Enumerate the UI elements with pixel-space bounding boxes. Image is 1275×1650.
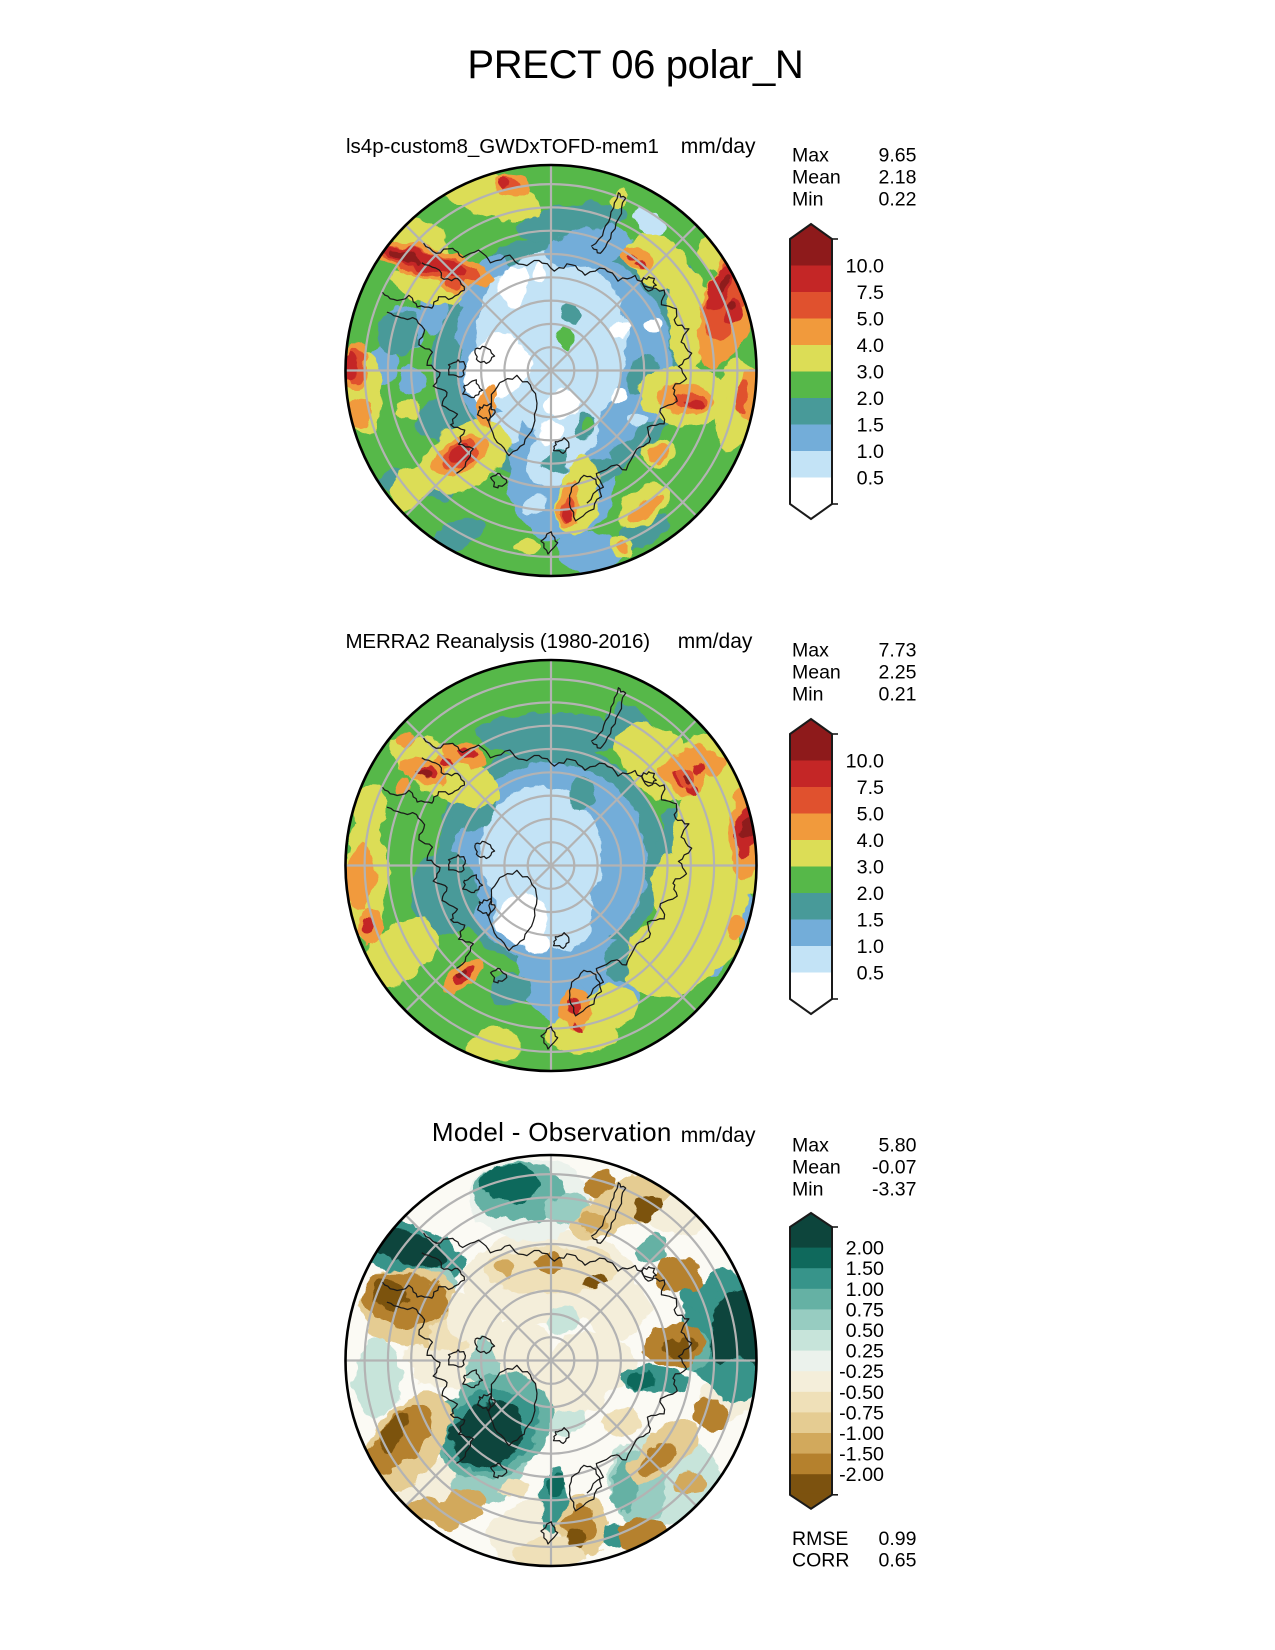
svg-text:MERRA2 Reanalysis (1980-2016): MERRA2 Reanalysis (1980-2016) [346,630,650,653]
svg-text:0.99: 0.99 [879,1528,917,1550]
svg-text:1.0: 1.0 [857,936,884,958]
svg-text:9.65: 9.65 [879,145,917,167]
svg-text:-3.37: -3.37 [872,1179,916,1201]
svg-text:2.0: 2.0 [857,388,884,410]
svg-text:1.5: 1.5 [857,415,884,437]
svg-text:Min: Min [792,1179,823,1201]
svg-text:0.21: 0.21 [879,684,917,706]
svg-text:2.00: 2.00 [846,1238,884,1260]
svg-text:7.5: 7.5 [857,777,884,799]
svg-text:Mean: Mean [792,1157,841,1179]
svg-text:4.0: 4.0 [857,335,884,357]
svg-text:10.0: 10.0 [846,751,884,773]
svg-text:5.0: 5.0 [857,309,884,331]
svg-text:Model - Observation: Model - Observation [432,1117,672,1147]
svg-text:0.5: 0.5 [857,468,884,490]
svg-text:1.50: 1.50 [846,1258,884,1280]
svg-text:mm/day: mm/day [678,630,753,653]
svg-text:4.0: 4.0 [857,830,884,852]
svg-text:Max: Max [792,1135,829,1157]
svg-text:3.0: 3.0 [857,857,884,879]
svg-text:0.50: 0.50 [846,1320,884,1342]
svg-text:3.0: 3.0 [857,362,884,384]
svg-text:Max: Max [792,145,829,167]
svg-text:-0.75: -0.75 [839,1402,884,1424]
svg-text:5.80: 5.80 [879,1135,917,1157]
svg-text:-0.25: -0.25 [839,1361,884,1383]
svg-text:0.65: 0.65 [879,1550,917,1572]
svg-text:RMSE: RMSE [792,1528,848,1550]
svg-text:1.00: 1.00 [846,1279,884,1301]
svg-text:-2.00: -2.00 [839,1464,884,1486]
svg-text:2.25: 2.25 [879,662,917,684]
svg-text:0.25: 0.25 [846,1341,884,1363]
svg-text:-0.07: -0.07 [872,1157,916,1179]
svg-text:0.22: 0.22 [879,189,917,211]
svg-text:-1.00: -1.00 [839,1423,884,1445]
svg-text:5.0: 5.0 [857,804,884,826]
svg-text:0.5: 0.5 [857,963,884,985]
svg-text:CORR: CORR [792,1550,849,1572]
svg-text:1.5: 1.5 [857,910,884,932]
svg-text:Min: Min [792,189,823,211]
svg-text:mm/day: mm/day [681,135,756,158]
svg-text:PRECT 06 polar_N: PRECT 06 polar_N [467,43,803,87]
svg-text:mm/day: mm/day [681,1124,756,1147]
svg-text:-1.50: -1.50 [839,1444,884,1466]
svg-text:Min: Min [792,684,823,706]
svg-text:-0.50: -0.50 [839,1382,884,1404]
svg-text:Max: Max [792,640,829,662]
svg-text:ls4p-custom8_GWDxTOFD-mem1: ls4p-custom8_GWDxTOFD-mem1 [346,135,659,158]
svg-text:1.0: 1.0 [857,441,884,463]
svg-text:0.75: 0.75 [846,1299,884,1321]
svg-text:7.5: 7.5 [857,282,884,304]
svg-text:7.73: 7.73 [879,640,917,662]
svg-text:2.0: 2.0 [857,883,884,905]
svg-text:2.18: 2.18 [879,167,917,189]
svg-text:Mean: Mean [792,662,841,684]
svg-text:Mean: Mean [792,167,841,189]
svg-text:10.0: 10.0 [846,256,884,278]
